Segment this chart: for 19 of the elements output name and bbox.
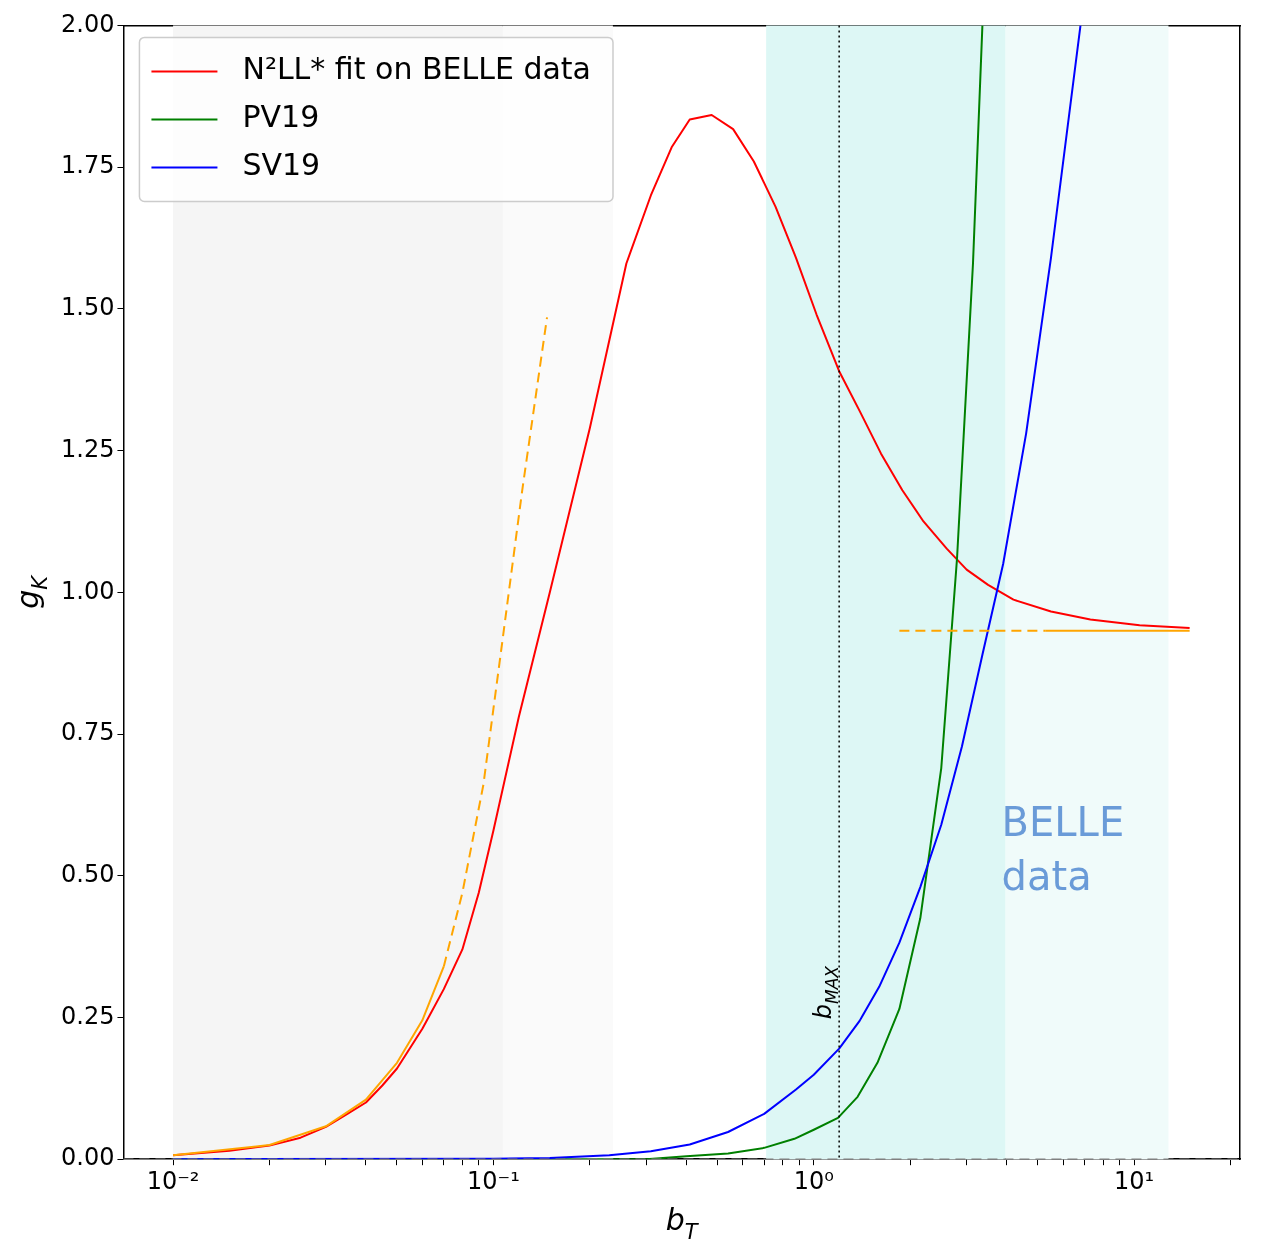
y-tick-label: 1.50: [61, 293, 115, 322]
y-tick-label: 0.25: [61, 1001, 115, 1030]
x-tick-label: 10⁻²: [146, 1166, 200, 1195]
y-tick-label: 1.75: [61, 151, 115, 180]
x-tick-label: 10⁰: [793, 1166, 834, 1195]
y-tick-label: 2.00: [61, 9, 115, 38]
y-tick-label: 0.50: [61, 859, 115, 888]
y-tick-label: 0.75: [61, 718, 115, 747]
y-tick-label: 1.25: [61, 434, 115, 463]
y-tick-label: 0.00: [61, 1143, 115, 1172]
x-tick-label: 10¹: [1114, 1166, 1155, 1195]
legend-label: PV19: [242, 99, 320, 135]
y-axis-title: gK: [10, 573, 52, 609]
y-tick-label: 1.00: [61, 576, 115, 605]
ref-line-label: bMAX: [809, 965, 843, 1020]
legend-label: N²LL* fit on BELLE data: [242, 51, 591, 87]
x-tick-label: 10⁻¹: [467, 1166, 520, 1195]
band-label: BELLE data: [1001, 799, 1125, 900]
legend-label: SV19: [242, 147, 321, 183]
